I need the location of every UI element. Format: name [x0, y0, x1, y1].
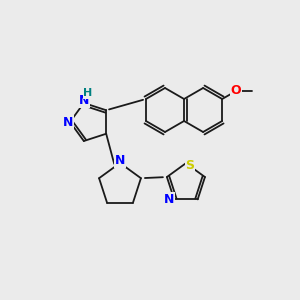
Text: N: N — [63, 116, 73, 128]
Text: N: N — [79, 94, 89, 107]
Text: H: H — [83, 88, 92, 98]
Text: O: O — [231, 85, 242, 98]
Text: S: S — [185, 159, 194, 172]
Text: N: N — [164, 193, 174, 206]
Text: N: N — [115, 154, 125, 167]
